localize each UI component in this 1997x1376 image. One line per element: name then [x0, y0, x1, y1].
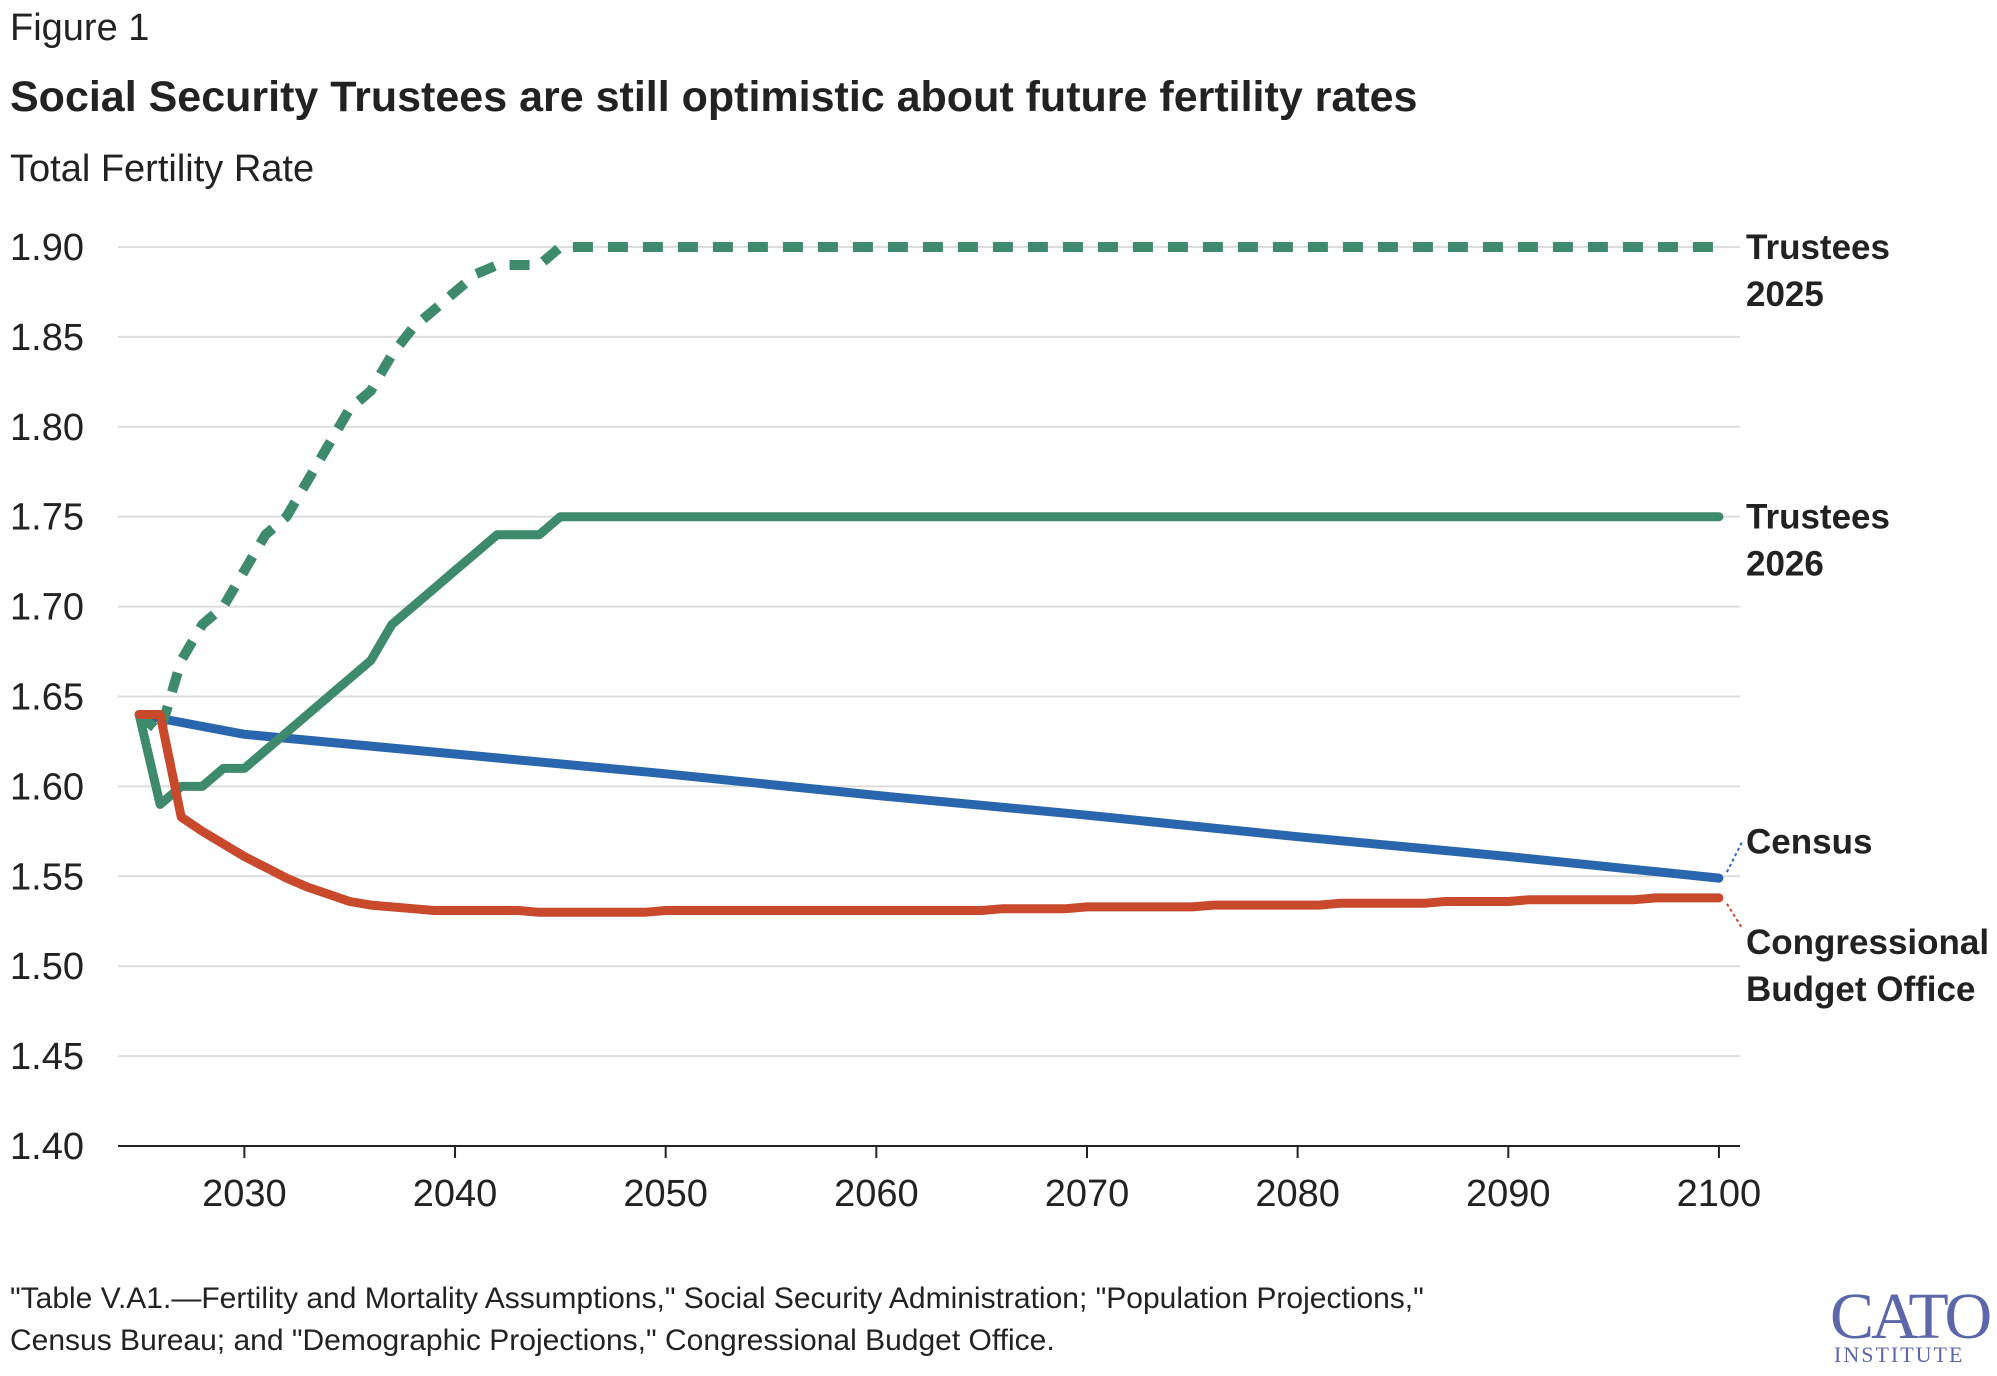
- x-tick-label: 2080: [1255, 1173, 1340, 1215]
- series-lines: [134, 242, 1724, 917]
- series-label: Trustees: [1746, 228, 1890, 267]
- logo-subtext: INSTITUTE: [1834, 1342, 1964, 1367]
- y-tick-label: 1.90: [10, 227, 84, 269]
- y-tick-label: 1.75: [10, 497, 84, 539]
- series-line-2: [134, 512, 1724, 809]
- series-label: 2026: [1746, 545, 1824, 584]
- series-label: Census: [1746, 822, 1872, 861]
- series-label: Congressional: [1746, 923, 1989, 962]
- label-leader: [1726, 841, 1743, 873]
- y-axis-ticks: 1.40 1.45 1.50 1.55 1.60 1.65 1.70 1.75 1.80 1.85…: [10, 227, 84, 1168]
- y-tick-label: 1.60: [10, 766, 84, 808]
- series-labels: Trustees 2025 Trustees 2026 Census Congressio…: [1726, 228, 1989, 1009]
- gridlines: [118, 246, 1740, 1058]
- series-label: 2025: [1746, 275, 1824, 314]
- y-tick-label: 1.65: [10, 677, 84, 719]
- y-tick-label: 1.80: [10, 407, 84, 449]
- source-line-1: "Table V.A1.—Fertility and Mortality Ass…: [10, 1282, 1424, 1315]
- x-tick-label: 2050: [623, 1173, 708, 1215]
- x-tick-label: 2040: [413, 1173, 498, 1215]
- source-line-2: Census Bureau; and "Demographic Projecti…: [10, 1324, 1055, 1357]
- cato-logo: CATO INSTITUTE: [1830, 1280, 1992, 1367]
- x-tick-label: 2090: [1466, 1173, 1551, 1215]
- y-tick-label: 1.55: [10, 856, 84, 898]
- y-tick-label: 1.70: [10, 587, 84, 629]
- y-tick-label: 1.50: [10, 946, 84, 988]
- y-tick-label: 1.85: [10, 317, 84, 359]
- x-tick-label: 2070: [1045, 1173, 1130, 1215]
- y-tick-label: 1.45: [10, 1036, 84, 1078]
- chart-title: Social Security Trustees are still optim…: [10, 73, 1417, 121]
- series-line-1: [135, 242, 1719, 738]
- x-tick-label: 2030: [202, 1173, 287, 1215]
- series-label: Trustees: [1746, 498, 1890, 537]
- figure-label: Figure 1: [10, 7, 149, 49]
- x-axis-ticks: 2030 2040 2050 2060 2070 2080 2090 2100: [202, 1146, 1761, 1215]
- series-line-3: [134, 710, 1724, 883]
- y-axis-label: Total Fertility Rate: [10, 148, 314, 190]
- logo-wordmark: CATO: [1830, 1280, 1989, 1353]
- x-tick-label: 2060: [834, 1173, 919, 1215]
- series-line-4: [134, 710, 1724, 917]
- series-label: Budget Office: [1746, 970, 1975, 1009]
- x-tick-label: 2100: [1677, 1173, 1762, 1215]
- y-tick-label: 1.40: [10, 1126, 84, 1168]
- label-leader: [1726, 903, 1743, 929]
